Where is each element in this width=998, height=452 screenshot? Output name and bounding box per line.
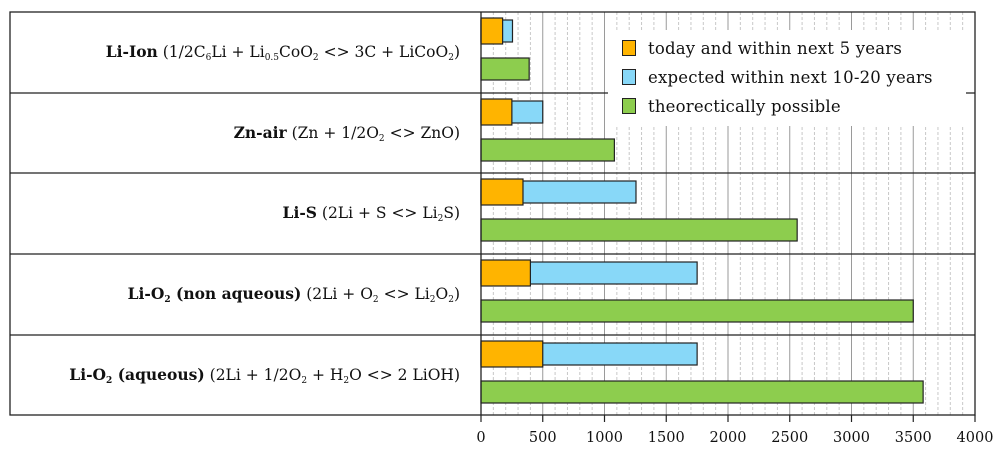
bar-today [480, 340, 544, 368]
bar-today [480, 178, 524, 206]
x-tick-label: 1000 [586, 430, 623, 446]
x-axis-ticks [480, 415, 976, 422]
bar-theoretical [480, 299, 914, 323]
category-label: Li-S (2Li + S <> Li2S) [282, 203, 460, 224]
reaction-formula: (Zn + 1/2O2 <> ZnO) [286, 124, 460, 144]
subscript: 2 [312, 53, 319, 63]
subscript: 2 [301, 376, 308, 386]
subscript: 2 [378, 134, 385, 144]
bar-theoretical [480, 57, 530, 81]
legend: today and within next 5 years expected w… [608, 30, 966, 126]
legend-label-theoretical: theorectically possible [648, 96, 841, 116]
bar-theoretical [480, 218, 798, 242]
battery-name: Li-O2 (aqueous) [69, 365, 205, 386]
bar-theoretical [480, 380, 924, 404]
subscript: 2 [448, 295, 454, 305]
legend-swatch-expected [622, 69, 636, 85]
category-label: Zn-air (Zn + 1/2O2 <> ZnO) [233, 123, 460, 144]
reaction-formula: (2Li + O2 <> Li2O2) [301, 285, 460, 305]
legend-label-today: today and within next 5 years [648, 38, 903, 58]
subscript: 2 [372, 295, 379, 305]
bar-today [480, 259, 532, 287]
x-tick-label: 2500 [771, 430, 809, 446]
legend-item-theoretical: theorectically possible [622, 96, 841, 116]
bars [480, 17, 924, 404]
bar-theoretical [480, 138, 615, 162]
category-label: Li-O2 (aqueous) (2Li + 1/2O2 + H2O <> 2 … [69, 365, 460, 386]
bar-today [480, 98, 513, 126]
battery-name: Zn-air [233, 123, 287, 142]
subscript: 2 [429, 295, 436, 305]
battery-name: Li-O2 (non aqueous) [127, 284, 302, 305]
reaction-formula: (2Li + S <> Li2S) [316, 204, 460, 224]
reaction-formula: (1/2C6Li + Li0.5CoO2 <> 3C + LiCoO2) [157, 43, 460, 63]
battery-name: Li-S [282, 203, 317, 222]
category-label: Li-O2 (non aqueous) (2Li + O2 <> Li2O2) [127, 284, 460, 305]
category-label: Li-Ion (1/2C6Li + Li0.5CoO2 <> 3C + LiCo… [105, 42, 460, 63]
x-tick-label: 4000 [956, 430, 994, 446]
bar-today [480, 17, 504, 45]
x-tick-label: 0 [476, 430, 486, 446]
battery-name: Li-Ion [105, 42, 158, 61]
x-tick-label: 2000 [709, 430, 747, 446]
subscript: 2 [106, 376, 113, 386]
subscript: 2 [437, 214, 444, 224]
x-tick-label: 1500 [647, 430, 685, 446]
x-tick-label: 3000 [833, 430, 870, 446]
subscript: 2 [448, 53, 454, 63]
outer-border [9, 11, 976, 416]
reaction-formula: (2Li + 1/2O2 + H2O <> 2 LiOH) [204, 366, 460, 386]
legend-item-expected: expected within next 10-20 years [622, 67, 933, 87]
legend-swatch-today [622, 40, 636, 56]
x-tick-label: 500 [528, 430, 557, 446]
plot-frame [9, 11, 976, 416]
legend-label-expected: expected within next 10-20 years [648, 67, 933, 87]
subscript: 2 [343, 376, 350, 386]
legend-item-today: today and within next 5 years [622, 38, 902, 58]
x-tick-label: 3500 [894, 430, 932, 446]
subscript: 2 [164, 295, 171, 305]
subscript: 0.5 [264, 53, 280, 63]
subscript: 6 [205, 53, 212, 63]
legend-swatch-theoretical [622, 98, 636, 114]
